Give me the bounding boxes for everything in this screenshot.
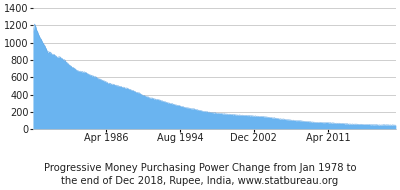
Text: Progressive Money Purchasing Power Change from Jan 1978 to
the end of Dec 2018, : Progressive Money Purchasing Power Chang… bbox=[44, 163, 356, 186]
